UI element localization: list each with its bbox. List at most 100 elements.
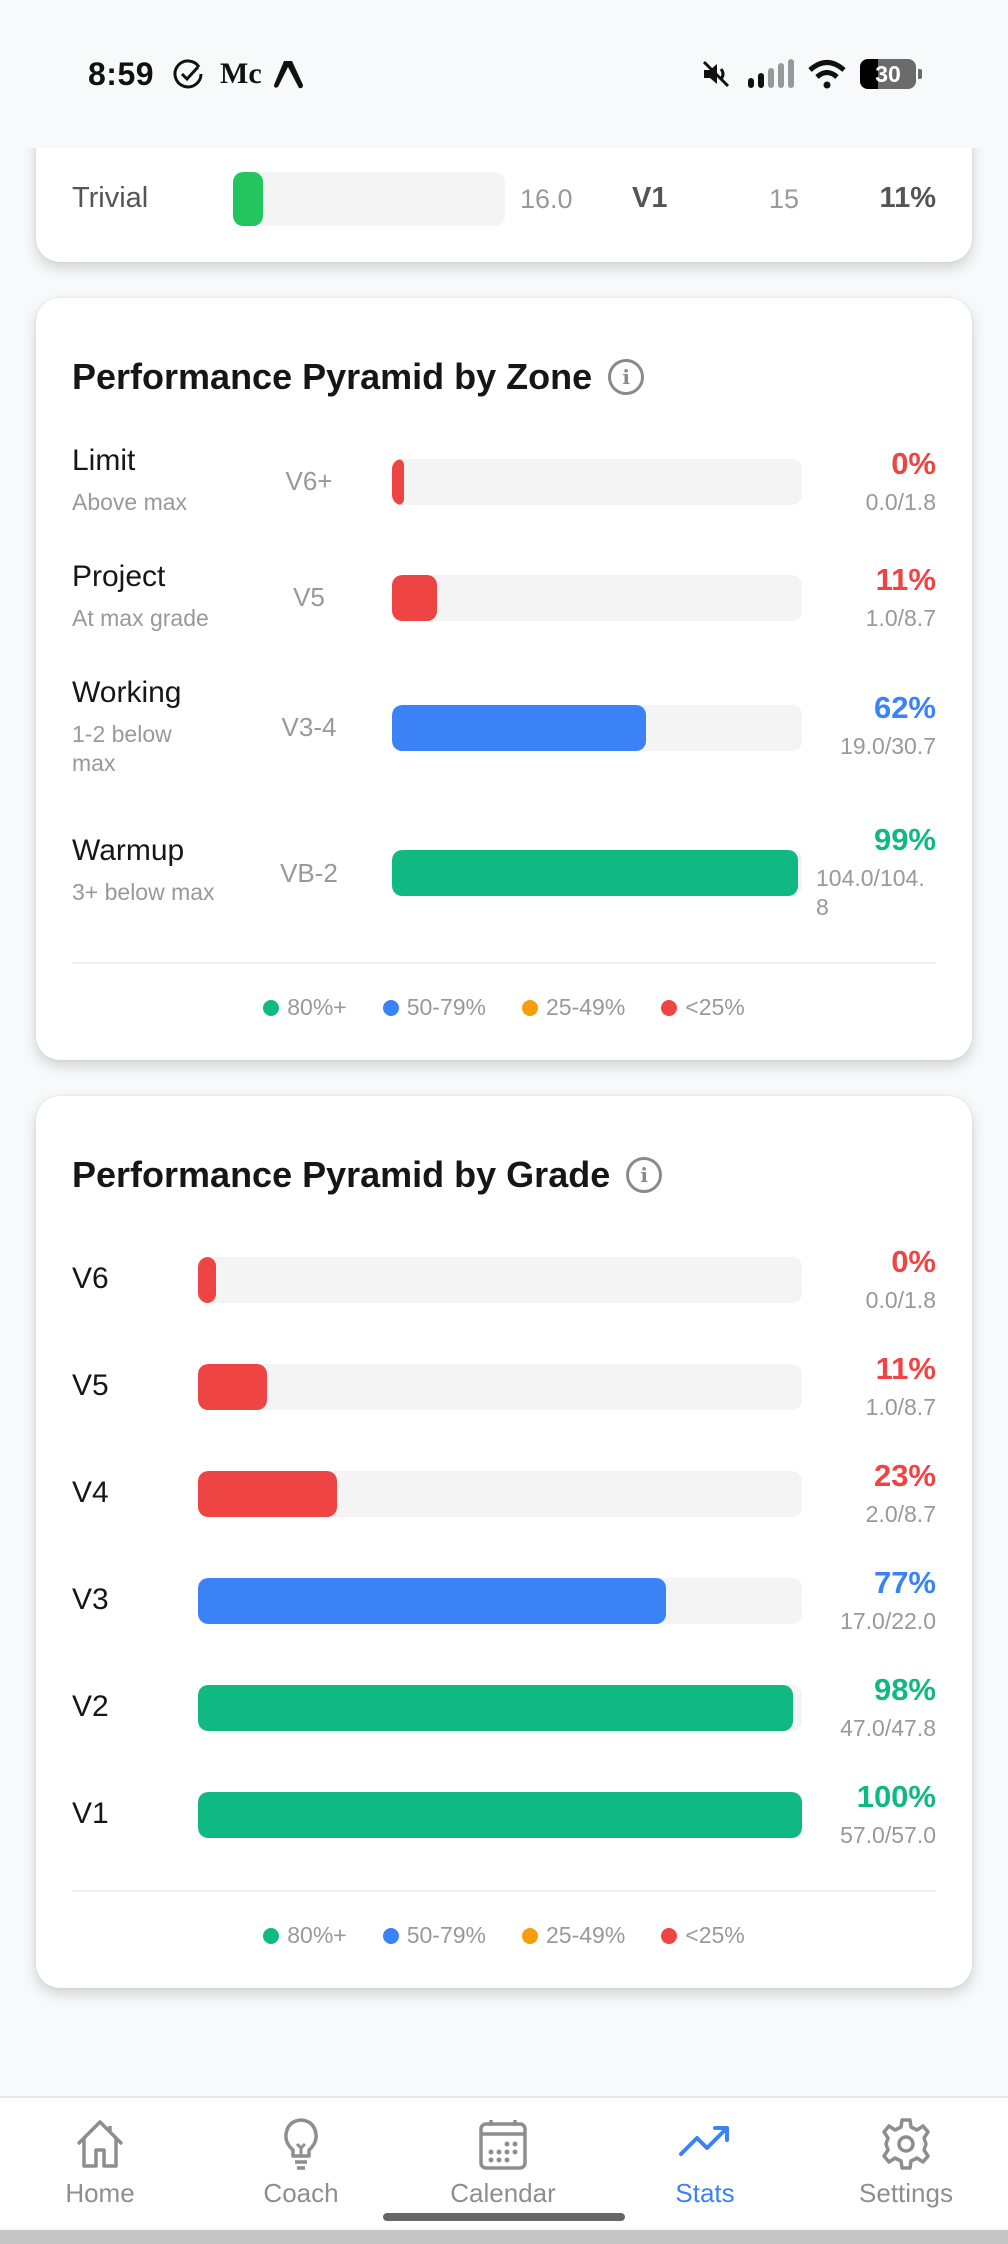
row-bar-track — [233, 172, 505, 226]
grade-name: V6 — [72, 1262, 109, 1295]
grade-bar-fill — [198, 1792, 802, 1838]
row-count: 15 — [769, 184, 800, 214]
legend-dot-icon — [522, 999, 538, 1016]
legend-item: <25% — [661, 994, 745, 1021]
zone-sub: 3+ below max — [72, 879, 215, 905]
grade-name: V5 — [72, 1369, 109, 1402]
legend-item: 50-79% — [382, 994, 486, 1021]
legend-dot-icon — [263, 999, 280, 1016]
legend-item: 80%+ — [263, 994, 347, 1021]
legend-item: 80%+ — [263, 1922, 347, 1949]
grade-percent: 23% — [873, 1458, 936, 1493]
zone-sub: Above max — [72, 489, 188, 515]
medium-app-icon: Mc — [220, 57, 262, 90]
battery-icon: 30 — [860, 56, 922, 92]
grade-bar-track — [198, 1792, 802, 1838]
zone-name: Limit — [72, 444, 136, 477]
nav-home[interactable]: Home — [20, 2116, 180, 2209]
row-bar-fill — [233, 172, 263, 226]
nav-coach[interactable]: Coach — [221, 2116, 381, 2209]
legend-dot-icon — [263, 1927, 280, 1944]
grade-name: V1 — [72, 1797, 109, 1830]
grade-bar-fill — [198, 1364, 268, 1410]
zone-sub: 1-2 below max — [72, 721, 172, 776]
zone-bar-fill — [392, 459, 404, 505]
nav-settings[interactable]: Settings — [826, 2116, 986, 2209]
zone-name: Project — [72, 560, 166, 593]
grade-percent: 100% — [856, 1779, 936, 1814]
row-percent: 11% — [879, 182, 936, 214]
zone-bar-track — [392, 575, 802, 621]
divider — [72, 962, 936, 964]
legend-item: 25-49% — [522, 1922, 625, 1949]
zone-percent: 99% — [873, 822, 936, 857]
legend-dot-icon — [661, 1927, 678, 1944]
grade-card-title: Performance Pyramid by Grade i — [72, 1154, 663, 1196]
nav-stats[interactable]: Stats — [625, 2116, 785, 2209]
grade-percent: 77% — [873, 1565, 936, 1600]
zone-card-title: Performance Pyramid by Zone i — [72, 356, 645, 398]
grade-name: V2 — [72, 1690, 109, 1723]
legend-dot-icon — [661, 999, 678, 1016]
row-value: 16.0 — [520, 184, 573, 214]
wifi-icon — [808, 56, 846, 92]
legend-dot-icon — [382, 1927, 399, 1944]
legend-dot-icon — [382, 999, 399, 1016]
grade-bar-fill — [198, 1578, 667, 1624]
lightbulb-icon — [284, 2118, 318, 2170]
zone-bar-fill — [392, 850, 798, 896]
grade-bar-track — [198, 1685, 802, 1731]
grade-bar-fill — [198, 1685, 793, 1731]
calendar-icon — [479, 2120, 527, 2170]
zone-ratio: 1.0/8.7 — [865, 605, 936, 631]
gear-icon — [882, 2118, 930, 2170]
row-label: Trivial — [72, 182, 149, 214]
legend-item: <25% — [661, 1922, 745, 1949]
grade-ratio: 0.0/1.8 — [865, 1287, 936, 1313]
row-grade: V1 — [632, 182, 668, 214]
grade-name: V4 — [72, 1476, 109, 1509]
zone-percent: 0% — [891, 446, 936, 481]
nav-calendar[interactable]: Calendar — [423, 2116, 583, 2209]
info-icon[interactable]: i — [608, 359, 645, 395]
zone-percent: 11% — [875, 562, 936, 597]
home-icon — [76, 2120, 124, 2168]
pyramid-by-grade-card: Performance Pyramid by Grade i V6 0% 0.0… — [36, 1096, 972, 1988]
zone-name: Working — [72, 676, 182, 709]
zone-sub: At max grade — [72, 605, 209, 631]
zone-bar-fill — [392, 575, 438, 621]
grade-bar-track — [198, 1578, 802, 1624]
legend-dot-icon — [522, 1927, 538, 1944]
mute-icon — [700, 56, 732, 92]
legend: 80%+ 50-79% 25-49% <25% — [36, 1922, 972, 1949]
grade-percent: 0% — [891, 1244, 936, 1279]
status-time: 8:59 — [88, 56, 155, 92]
grade-ratio: 1.0/8.7 — [865, 1394, 936, 1420]
zone-bar-track — [392, 705, 802, 751]
grade-bar-fill — [198, 1471, 337, 1517]
zone-bar-fill — [392, 705, 647, 751]
status-bar: 8:59 Mc 30 — [0, 0, 1008, 148]
zone-grade: V6+ — [285, 466, 333, 496]
grade-bar-track — [198, 1471, 802, 1517]
grade-percent: 11% — [875, 1351, 936, 1386]
divider — [72, 1890, 936, 1892]
home-indicator[interactable] — [383, 2213, 625, 2221]
bottom-nav: Home Coach Calendar Stats Settings — [0, 2096, 1008, 2228]
zone-ratio: 0.0/1.8 — [865, 489, 936, 515]
signal-icon — [748, 56, 796, 92]
legend-item: 50-79% — [382, 1922, 486, 1949]
app-a-icon — [272, 56, 304, 92]
grade-percent: 98% — [873, 1672, 936, 1707]
grade-ratio: 2.0/8.7 — [865, 1501, 936, 1527]
pyramid-by-zone-card: Performance Pyramid by Zone i Limit Abov… — [36, 298, 972, 1060]
info-icon[interactable]: i — [626, 1157, 663, 1193]
zone-grade: V5 — [293, 582, 325, 612]
grade-name: V3 — [72, 1583, 109, 1616]
zone-ratio: 104.0/104.8 — [816, 865, 925, 920]
grade-ratio: 57.0/57.0 — [840, 1822, 936, 1848]
zone-ratio: 19.0/30.7 — [840, 733, 936, 759]
zone-percent: 62% — [873, 690, 936, 725]
trending-up-icon — [679, 2126, 729, 2156]
grade-bar-fill — [198, 1257, 216, 1303]
